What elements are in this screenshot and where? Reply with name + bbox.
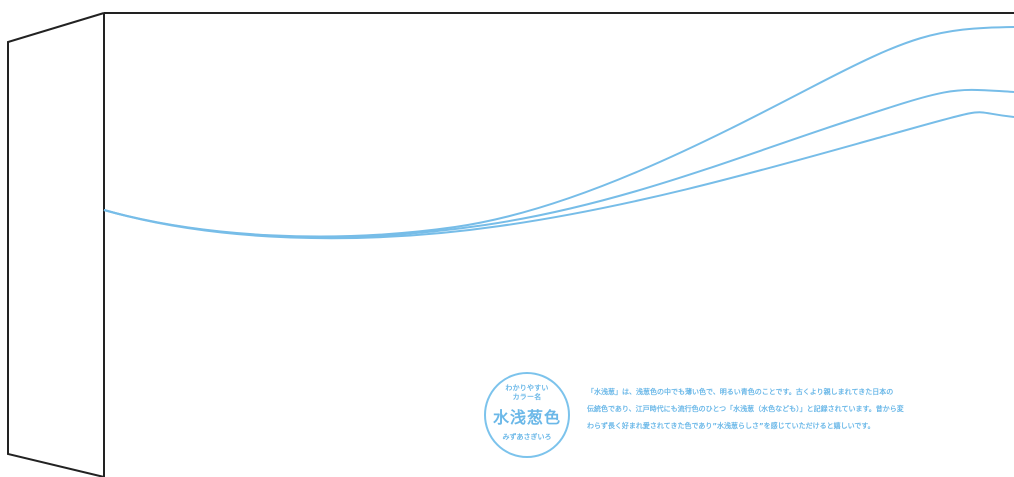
box-outline bbox=[7, 12, 1014, 477]
seal-main-text: 水浅葱色 bbox=[492, 408, 561, 427]
description-line-2: 伝統色であり、江戸時代にも流行色のひとつ「水浅葱（水色なども）」と記録されていま… bbox=[587, 405, 904, 413]
seal-top-line-1: わかりやすい bbox=[505, 384, 549, 392]
description-line-1: 「水浅葱」は、浅葱色の中でも薄い色で、明るい青色のことです。古くより親しまれてき… bbox=[587, 388, 894, 396]
seal-top-line-2: カラー名 bbox=[512, 393, 542, 401]
wave-line-middle bbox=[103, 88, 1014, 238]
water-wave-lines bbox=[103, 26, 1014, 240]
color-description: 「水浅葱」は、浅葱色の中でも薄い色で、明るい青色のことです。古くより親しまれてき… bbox=[587, 384, 1004, 435]
wave-line-upper bbox=[103, 26, 1014, 238]
side-panel-outline bbox=[7, 12, 105, 477]
wave-line-lower bbox=[103, 111, 1014, 240]
seal-bottom-text: みずあさぎいろ bbox=[502, 433, 552, 441]
seal-top-text: わかりやすい カラー名 bbox=[486, 384, 568, 402]
description-line-3: わらず長く好まれ愛されてきた色であり”水浅葱らしさ”を感じていただけると嬉しいで… bbox=[587, 422, 875, 430]
color-name-seal: わかりやすい カラー名 水浅葱色 みずあさぎいろ bbox=[484, 372, 570, 458]
